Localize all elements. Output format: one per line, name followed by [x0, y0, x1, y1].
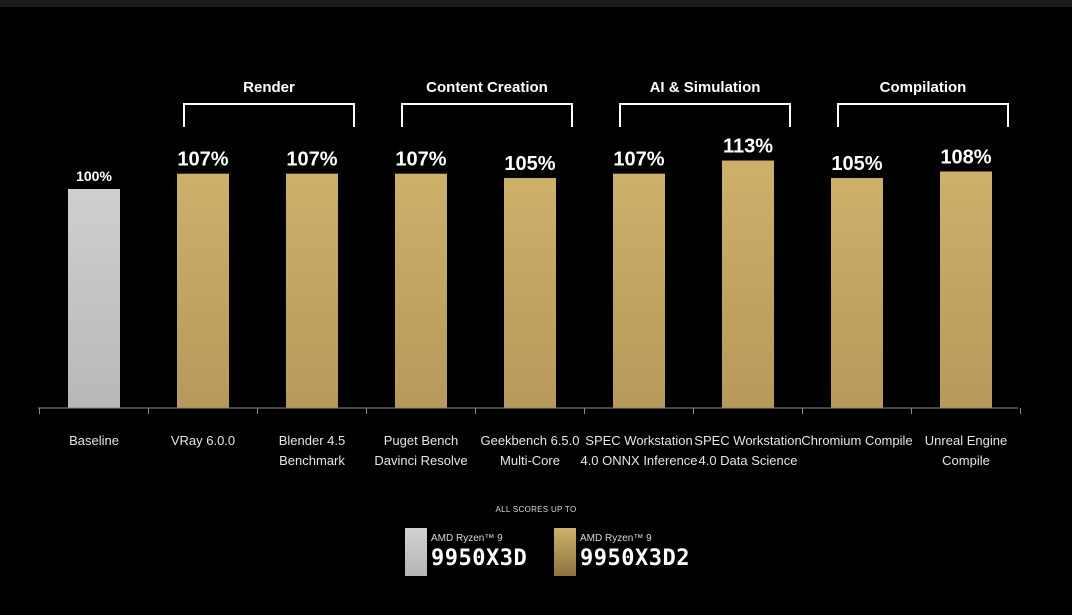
bar-chart: Render Content Creation AI & Simulation Com…	[38, 79, 1021, 468]
legend: ALL SCORES UP TO AMD Ryzen™ 9 9950X3D AM…	[0, 500, 1072, 590]
group-bracket-0	[183, 103, 355, 127]
group-bracket-3	[837, 103, 1009, 127]
bar-value-label: 113%	[723, 136, 773, 158]
bar-value-label: 107%	[286, 149, 337, 171]
group-bracket-1	[401, 103, 573, 127]
legend-brand: AMD Ryzen™ 9	[580, 533, 652, 544]
category-label: VRay 6.0.0	[171, 433, 235, 448]
group-label: Compilation	[880, 79, 967, 96]
legend-swatch-silver	[405, 528, 427, 576]
top-strip	[0, 0, 1072, 7]
bar-7	[831, 178, 883, 408]
category-label: SPEC Workstation 4.0 Data Science	[694, 433, 801, 468]
bar-5	[613, 173, 665, 408]
category-label: Chromium Compile	[801, 433, 912, 448]
bar-value-label: 105%	[831, 153, 882, 175]
bar-0	[68, 189, 120, 408]
category-label: SPEC Workstation 4.0 ONNX Inference	[580, 433, 697, 468]
legend-model: 9950X3D	[431, 546, 528, 571]
bar-4	[504, 178, 556, 408]
bar-value-label: 105%	[504, 153, 555, 175]
bar-6	[722, 160, 774, 408]
group-label: Render	[243, 79, 295, 96]
bar-value-label: 100%	[76, 168, 112, 184]
category-label: Unreal Engine Compile	[925, 433, 1007, 468]
legend-swatch-gold	[554, 528, 576, 576]
bar-value-label: 107%	[613, 149, 664, 171]
category-label: Geekbench 6.5.0 Multi-Core	[480, 433, 579, 468]
bar-value-label: 108%	[940, 146, 991, 168]
group-label: Content Creation	[426, 79, 548, 96]
bar-2	[286, 173, 338, 408]
bar-1	[177, 173, 229, 408]
category-label: Blender 4.5 Benchmark	[279, 433, 346, 468]
bar-8	[940, 171, 992, 408]
bar-3	[395, 173, 447, 408]
bar-value-label: 107%	[395, 149, 446, 171]
category-label: Baseline	[69, 433, 119, 448]
legend-model: 9950X3D2	[580, 546, 690, 571]
bar-value-label: 107%	[177, 149, 228, 171]
category-label: Puget Bench Davinci Resolve	[374, 433, 467, 468]
group-label: AI & Simulation	[650, 79, 761, 96]
group-bracket-2	[619, 103, 791, 127]
legend-brand: AMD Ryzen™ 9	[431, 533, 503, 544]
legend-title: ALL SCORES UP TO	[495, 505, 577, 514]
